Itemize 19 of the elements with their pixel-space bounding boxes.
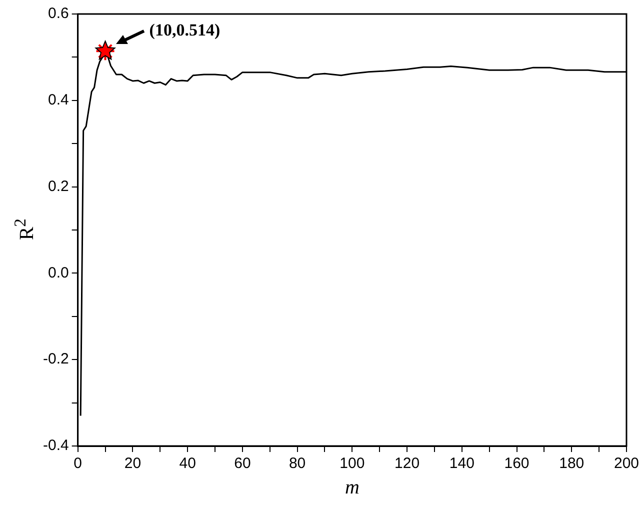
x-tick-label: 180 xyxy=(559,455,584,472)
y-tick-label: -0.4 xyxy=(42,437,69,454)
x-axis-title: m xyxy=(344,476,360,498)
y-tick-label: 0.6 xyxy=(48,5,69,22)
x-tick-label: 100 xyxy=(340,455,365,472)
x-tick-label: 80 xyxy=(288,455,306,472)
x-tick-label: 60 xyxy=(234,455,251,472)
x-tick-label: 120 xyxy=(394,455,420,472)
y-tick-label: 0.2 xyxy=(48,178,69,195)
x-tick-label: 20 xyxy=(124,455,142,472)
x-tick-label: 40 xyxy=(179,455,196,472)
x-tick-label: 200 xyxy=(614,455,639,472)
y-tick-label: 0.4 xyxy=(48,92,69,109)
x-tick-label: 160 xyxy=(504,455,530,472)
y-tick-label: 0.0 xyxy=(48,264,69,282)
annotation: (10,0.514) xyxy=(149,20,220,40)
x-tick-label: 140 xyxy=(449,455,474,472)
x-tick-label: 0 xyxy=(74,455,82,472)
y-tick-label: -0.2 xyxy=(42,350,69,368)
